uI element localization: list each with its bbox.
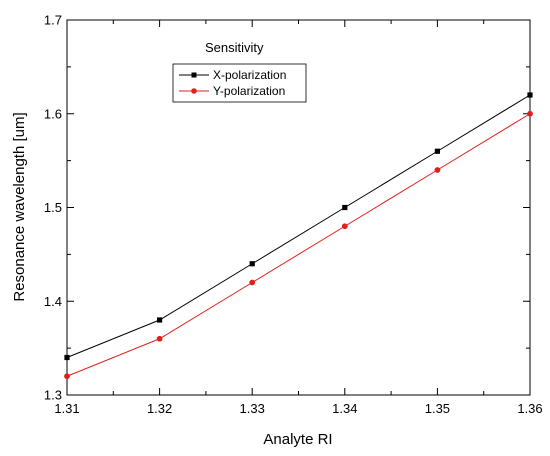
y-tick-label: 1.5 <box>44 200 62 215</box>
data-point-y-polarization <box>527 110 533 117</box>
legend-entry-x: X-polarization <box>179 68 286 82</box>
x-axis-ticks: 1.31 1.32 1.33 1.34 1.35 1.36 <box>54 20 543 416</box>
y-tick-label: 1.6 <box>44 106 62 121</box>
data-point-x-polarization <box>249 261 255 267</box>
legend-y-marker <box>191 88 197 94</box>
legend-entry-y: Y-polarization <box>179 84 285 98</box>
y-tick-label: 1.7 <box>44 13 62 28</box>
x-tick-label: 1.33 <box>240 401 265 416</box>
y-axis-ticks: 1.3 1.4 1.5 1.6 1.7 <box>44 13 530 403</box>
x-tick-label: 1.36 <box>517 401 542 416</box>
data-point-y-polarization <box>249 279 256 286</box>
data-point-x-polarization <box>527 92 533 98</box>
legend-x-marker <box>191 72 197 78</box>
x-tick-label: 1.32 <box>147 401 172 416</box>
data-point-y-polarization <box>341 223 348 230</box>
x-tick-label: 1.35 <box>425 401 450 416</box>
data-point-x-polarization <box>64 354 70 361</box>
data-point-x-polarization <box>434 148 440 154</box>
x-tick-label: 1.34 <box>332 401 357 416</box>
series-line-x-polarization <box>66 94 531 358</box>
data-point-y-polarization <box>156 335 163 342</box>
series-line-y-polarization <box>66 113 531 377</box>
legend-box <box>172 63 307 103</box>
legend-title: Sensitivity <box>205 40 264 55</box>
y-tick-label: 1.4 <box>44 294 62 309</box>
legend: Sensitivity X-polarization Y-polarizatio… <box>172 40 307 103</box>
legend-x-label: X-polarization <box>213 68 286 82</box>
y-tick-label: 1.3 <box>44 388 62 403</box>
x-tick-label: 1.31 <box>54 401 79 416</box>
x-axis-title: Analyte RI <box>263 431 332 448</box>
data-point-x-polarization <box>157 317 163 323</box>
data-point-x-polarization <box>342 204 348 211</box>
series-layer <box>64 92 533 380</box>
legend-y-label: Y-polarization <box>213 84 285 98</box>
data-point-y-polarization <box>434 167 441 173</box>
data-point-y-polarization <box>64 373 70 380</box>
y-axis-title: Resonance wavelength [um] <box>11 112 28 301</box>
